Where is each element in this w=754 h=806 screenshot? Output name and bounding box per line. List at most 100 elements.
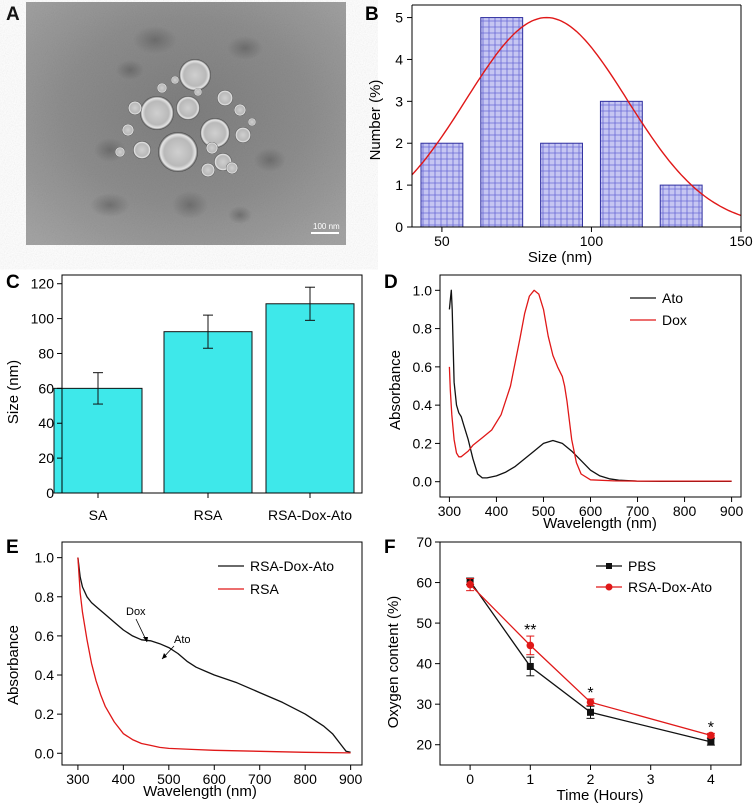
axes-d: 300 400 500 600 700 800 900 0.0 0.2 0.4 0.6 0.8 1.0 [413, 274, 744, 519]
panel-b: B 50 100 150 0 1 2 3 4 5 Size (nm) Number (%) [365, 4, 753, 266]
y-tick-label: 0.8 [35, 589, 55, 605]
y-tick-label: 5 [395, 10, 403, 26]
y-tick-label: 0 [46, 485, 54, 501]
size-bar [163, 331, 253, 494]
x-axis-label-e: Wavelength (nm) [143, 783, 257, 800]
data-point [526, 662, 534, 670]
histogram-bar [659, 184, 703, 228]
legend-label-rsa: RSA [250, 581, 279, 597]
y-tick-label: 1.0 [35, 550, 55, 566]
tem-micrograph: 100 nm [26, 2, 346, 245]
size-bar [53, 387, 143, 494]
legend-label-ato: Ato [662, 290, 683, 306]
y-tick-label: 40 [38, 415, 54, 431]
histogram-bars [420, 17, 703, 228]
data-point [707, 731, 715, 740]
data-point [586, 698, 595, 706]
axes-c: 0 20 40 60 80 100 120 [31, 274, 363, 501]
panel-label-d: D [384, 272, 398, 293]
series-line-rsa-dox-ato [469, 584, 712, 737]
gaussian-fit [411, 16, 742, 217]
legend-label-pbs: PBS [628, 558, 656, 574]
panel-label-a: A [6, 4, 20, 25]
panel-e: E 300 400 500 600 700 800 900 0.0 0.2 0.4 0.6 0.8 1.… [5, 537, 363, 800]
x-tick-label: 800 [294, 771, 318, 787]
data-point [466, 580, 474, 589]
legend-marker-rsa-dox-ato [605, 583, 613, 591]
plot-frame [439, 274, 742, 498]
series-line-ato [448, 289, 732, 482]
scale-bar [311, 232, 339, 234]
y-tick-label: 0.2 [413, 435, 433, 451]
y-tick-label: 0.0 [35, 745, 55, 761]
y-tick-label: 0.6 [413, 359, 433, 375]
x-tick-label: 100 [580, 233, 604, 249]
legend-d: Ato Dox [630, 290, 687, 328]
y-tick-label: 4 [395, 51, 403, 67]
annotation-dox-text: Dox [126, 606, 146, 618]
x-tick-label: 2 [587, 771, 595, 787]
histogram-bar [599, 100, 643, 228]
significance-marker: * [708, 719, 714, 736]
x-tick-label: 700 [626, 503, 650, 519]
y-tick-label: 70 [416, 534, 432, 550]
size-bars [53, 286, 355, 494]
annotation-dox: Dox [126, 606, 148, 643]
legend-f: PBS RSA-Dox-Ato [596, 558, 712, 595]
x-tick-label: 500 [532, 503, 556, 519]
y-tick-label: 1 [395, 177, 403, 193]
x-tick-label: 500 [157, 771, 181, 787]
panel-label-f: F [384, 537, 396, 558]
x-tick-label: 600 [203, 771, 227, 787]
y-tick-label: 100 [31, 311, 55, 327]
x-axis-label-d: Wavelength (nm) [543, 515, 657, 532]
scale-bar-label: 100 nm [313, 222, 340, 231]
legend-label-rsa-dox-ato-f: RSA-Dox-Ato [628, 579, 712, 595]
size-bar [265, 303, 355, 494]
series-line-dox [448, 289, 732, 482]
y-tick-label: 20 [38, 450, 54, 466]
oxygen-series: **** [466, 577, 715, 746]
axes-e: 300 400 500 600 700 800 900 0.0 0.2 0.4 0.6 0.8 1.0 [35, 541, 363, 787]
data-point [526, 641, 535, 650]
y-axis-label-e: Absorbance [5, 625, 22, 705]
panel-label-b: B [365, 4, 379, 25]
category-label-rsa: RSA [194, 507, 223, 523]
y-tick-label: 1.0 [413, 282, 433, 298]
y-tick-label: 60 [38, 380, 54, 396]
y-axis-label-f: Oxygen content (%) [385, 596, 402, 729]
x-tick-label: 900 [720, 503, 744, 519]
x-tick-label: 3 [647, 771, 655, 787]
gaussian-fit-line [411, 16, 742, 217]
panel-c: C 0 20 40 60 80 100 120 SA RSA RSA-Dox-Ato Siz… [5, 272, 363, 523]
histogram-bar [480, 17, 524, 228]
significance-marker: * [587, 685, 593, 702]
histogram-bar [540, 142, 583, 228]
y-tick-label: 30 [416, 696, 432, 712]
y-tick-label: 2 [395, 135, 403, 151]
x-axis-label-b: Size (nm) [528, 249, 592, 266]
axes-b: 50 100 150 0 1 2 3 4 5 [395, 4, 753, 249]
panel-a: A [6, 2, 346, 245]
y-tick-label: 0.4 [35, 667, 55, 683]
spectra-e [77, 557, 351, 754]
y-tick-label: 60 [416, 575, 432, 591]
legend-label-rsa-dox-ato: RSA-Dox-Ato [250, 558, 334, 574]
annotation-ato-text: Ato [174, 634, 191, 646]
y-axis-label-d: Absorbance [387, 350, 404, 430]
series-line-rsa [77, 557, 351, 754]
data-point [587, 708, 594, 716]
plot-frame [61, 274, 363, 494]
y-tick-label: 40 [416, 656, 432, 672]
x-tick-label: 800 [673, 503, 697, 519]
y-tick-label: 0 [395, 219, 403, 235]
x-tick-label: 300 [438, 503, 462, 519]
y-tick-label: 0.8 [413, 321, 433, 337]
series-line-pbs [469, 580, 712, 743]
y-tick-label: 120 [31, 276, 55, 292]
y-tick-label: 3 [395, 93, 403, 109]
x-tick-label: 1 [526, 771, 534, 787]
vesicles [115, 59, 256, 177]
